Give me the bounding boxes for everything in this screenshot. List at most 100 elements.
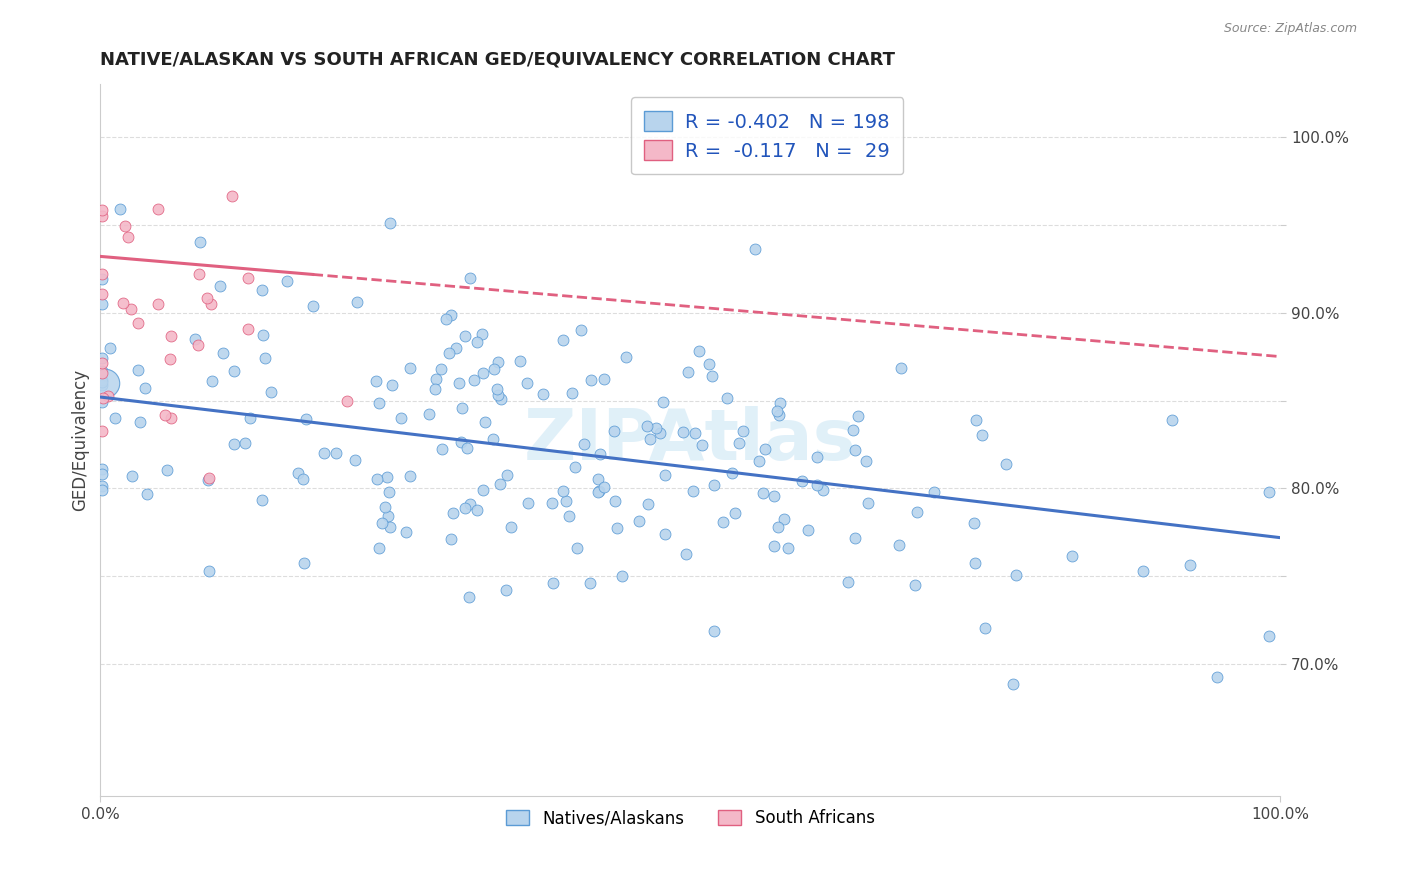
Point — [447, 376, 470, 390]
Point — [965, 557, 987, 571]
Point — [187, 337, 209, 351]
Point — [238, 271, 260, 285]
Point — [855, 454, 877, 468]
Point — [112, 295, 135, 310]
Point — [1161, 413, 1184, 427]
Point — [325, 446, 347, 460]
Point — [672, 425, 695, 439]
Point — [965, 412, 987, 426]
Point — [377, 508, 399, 523]
Point — [90, 483, 112, 498]
Point — [754, 442, 776, 457]
Point — [768, 408, 790, 422]
Point — [250, 283, 273, 297]
Point — [553, 333, 575, 347]
Point — [90, 267, 112, 281]
Point — [253, 351, 276, 366]
Point — [201, 374, 224, 388]
Point — [399, 361, 422, 376]
Point — [302, 299, 325, 313]
Point — [91, 391, 114, 405]
Point — [778, 541, 800, 555]
Point — [463, 373, 485, 387]
Point — [458, 497, 481, 511]
Point — [1205, 670, 1227, 684]
Point — [450, 434, 472, 449]
Point — [90, 395, 112, 409]
Point — [432, 442, 454, 456]
Point — [565, 541, 588, 555]
Point — [197, 473, 219, 487]
Point — [491, 392, 513, 407]
Point — [1004, 568, 1026, 582]
Point — [688, 344, 710, 359]
Point — [451, 401, 474, 416]
Point — [531, 387, 554, 401]
Point — [90, 467, 112, 481]
Point — [260, 384, 283, 399]
Point — [425, 372, 447, 386]
Point — [541, 496, 564, 510]
Point — [453, 329, 475, 343]
Point — [114, 219, 136, 233]
Point — [541, 576, 564, 591]
Point — [471, 326, 494, 341]
Point — [627, 514, 650, 528]
Point — [90, 202, 112, 217]
Point — [593, 371, 616, 385]
Point — [121, 469, 143, 483]
Point — [195, 291, 218, 305]
Point — [222, 437, 245, 451]
Point — [292, 556, 315, 570]
Point — [440, 308, 463, 322]
Point — [381, 378, 404, 392]
Point — [236, 322, 259, 336]
Point — [963, 516, 986, 530]
Point — [364, 374, 387, 388]
Point — [378, 520, 401, 534]
Point — [509, 354, 531, 368]
Point — [702, 369, 724, 384]
Point — [389, 411, 412, 425]
Point — [733, 425, 755, 439]
Point — [752, 486, 775, 500]
Point — [675, 547, 697, 561]
Point — [603, 424, 626, 438]
Point — [120, 301, 142, 316]
Point — [233, 436, 256, 450]
Point — [343, 453, 366, 467]
Point — [922, 485, 945, 500]
Point — [90, 479, 112, 493]
Point — [472, 366, 495, 380]
Point — [374, 500, 396, 515]
Point — [418, 407, 440, 421]
Point — [90, 462, 112, 476]
Point — [465, 335, 488, 350]
Point — [188, 268, 211, 282]
Point — [90, 351, 112, 365]
Point — [148, 202, 170, 216]
Point — [551, 483, 574, 498]
Point — [637, 497, 659, 511]
Point — [683, 426, 706, 441]
Point — [90, 374, 112, 388]
Point — [1257, 629, 1279, 643]
Point — [605, 494, 627, 508]
Point — [690, 438, 713, 452]
Point — [697, 357, 720, 371]
Point — [481, 432, 503, 446]
Point — [221, 189, 243, 203]
Point — [558, 508, 581, 523]
Point — [716, 392, 738, 406]
Point — [1002, 677, 1025, 691]
Point — [616, 350, 638, 364]
Point — [252, 327, 274, 342]
Point — [398, 469, 420, 483]
Point — [728, 436, 751, 450]
Point — [366, 472, 388, 486]
Point — [430, 362, 453, 376]
Point — [569, 323, 592, 337]
Point — [654, 526, 676, 541]
Point — [724, 506, 747, 520]
Point — [292, 472, 315, 486]
